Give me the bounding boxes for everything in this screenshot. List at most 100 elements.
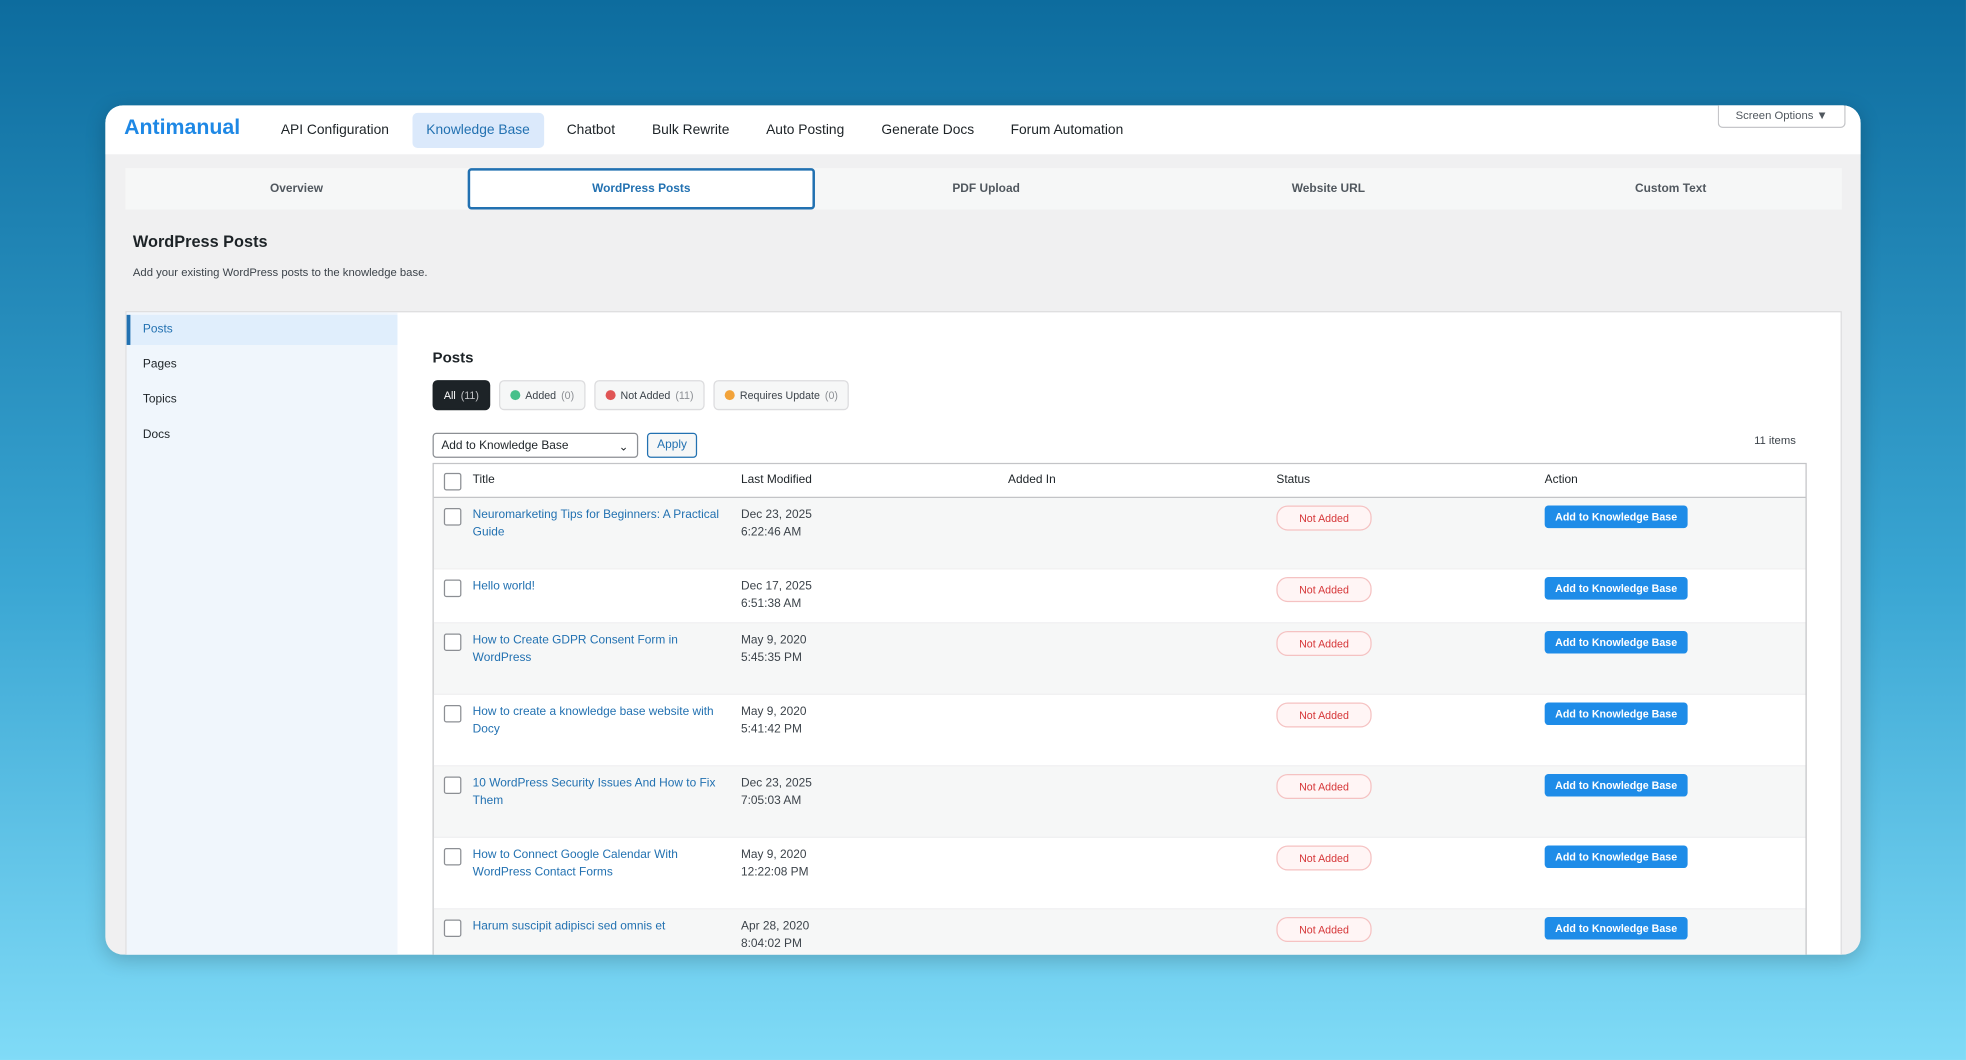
date: May 9, 2020 bbox=[740, 633, 807, 648]
filter[interactable]: All (11) bbox=[432, 380, 491, 411]
nav-item[interactable]: Generate Docs bbox=[881, 122, 975, 138]
tab-bar: Overview WordPress Posts PDF Upload Website… bbox=[125, 168, 1842, 210]
add-button[interactable]: Add to Knowledge Base bbox=[1544, 916, 1688, 940]
checkbox[interactable] bbox=[443, 633, 462, 652]
sidebar-item[interactable]: Posts bbox=[126, 314, 398, 345]
sidebar-item[interactable]: Topics bbox=[142, 392, 177, 407]
screen-options[interactable]: Screen Options ▼ bbox=[1717, 105, 1846, 128]
nav-item[interactable]: Chatbot bbox=[566, 122, 616, 138]
sidebar-item[interactable]: Docs bbox=[142, 427, 171, 442]
tab[interactable]: Overview bbox=[270, 181, 324, 196]
table-row: How to Create GDPR Consent Form in WordP… bbox=[433, 623, 1806, 695]
filter-count: (0) bbox=[824, 388, 838, 402]
filter-count: (0) bbox=[561, 388, 575, 402]
status-badge: Not Added bbox=[1276, 773, 1372, 800]
table-row: Neuromarketing Tips for Beginners: A Pra… bbox=[433, 497, 1806, 570]
date: Dec 23, 2025 bbox=[740, 508, 812, 522]
panel: Posts Pages Topics Docs Posts All (11) Added (… bbox=[125, 311, 1842, 955]
filters: All (11) Added (0) Not Added (11) Requires Upd… bbox=[432, 380, 850, 411]
filter-count: (11) bbox=[675, 388, 694, 402]
post-title[interactable]: Neuromarketing Tips for Beginners: A Pra… bbox=[472, 508, 719, 540]
nav-item[interactable]: API Configuration bbox=[280, 122, 389, 138]
checkbox[interactable] bbox=[443, 776, 462, 795]
tab[interactable]: PDF Upload bbox=[952, 181, 1020, 196]
status-badge: Not Added bbox=[1276, 577, 1372, 603]
post-title[interactable]: How to Create GDPR Consent Form in WordP… bbox=[472, 633, 678, 665]
sidebar: Posts Pages Topics Docs bbox=[126, 312, 398, 955]
last-modified: Dec 23, 2025 7:05:03 AM bbox=[741, 775, 812, 810]
column-header: Last Modified bbox=[740, 472, 812, 487]
tab[interactable]: Custom Text bbox=[1635, 181, 1707, 196]
filter[interactable]: Added (0) bbox=[498, 380, 586, 411]
add-button[interactable]: Add to Knowledge Base bbox=[1544, 845, 1688, 869]
date: May 9, 2020 bbox=[740, 847, 807, 862]
post-title[interactable]: Hello world! bbox=[472, 579, 535, 594]
column-header: Action bbox=[1544, 472, 1578, 487]
status-dot bbox=[724, 390, 735, 401]
post-title[interactable]: How to Connect Google Calendar With Word… bbox=[472, 847, 678, 880]
brand[interactable]: Antimanual bbox=[124, 115, 241, 140]
checkbox[interactable] bbox=[443, 919, 462, 938]
tab[interactable]: WordPress Posts bbox=[467, 168, 815, 210]
last-modified: May 9, 2020 12:22:08 PM bbox=[741, 847, 809, 882]
post-title[interactable]: Harum suscipit adipisci sed omnis et bbox=[472, 919, 666, 934]
time: 6:51:38 AM bbox=[740, 597, 802, 611]
add-button[interactable]: Add to Knowledge Base bbox=[1544, 577, 1688, 600]
time: 8:04:02 PM bbox=[740, 937, 802, 951]
time: 7:05:03 AM bbox=[740, 794, 802, 808]
sidebar-item[interactable]: Pages bbox=[142, 357, 177, 372]
bulk-select[interactable]: Add to Knowledge Base ⌄ bbox=[432, 432, 639, 458]
time: 6:22:46 AM bbox=[740, 525, 802, 540]
column-header: Added In bbox=[1008, 472, 1056, 487]
status-badge: Not Added bbox=[1276, 505, 1372, 531]
checkbox[interactable] bbox=[443, 579, 462, 598]
date: Dec 23, 2025 bbox=[740, 776, 812, 791]
add-button[interactable]: Add to Knowledge Base bbox=[1544, 773, 1688, 797]
status-badge: Not Added bbox=[1276, 845, 1372, 871]
add-button[interactable]: Add to Knowledge Base bbox=[1544, 702, 1688, 726]
posts-table: Title Last Modified Added In Status Action Ne… bbox=[432, 462, 1807, 955]
time: 5:41:42 PM bbox=[740, 722, 802, 737]
nav-item[interactable]: Knowledge Base bbox=[412, 112, 544, 149]
column-header: Status bbox=[1276, 472, 1311, 487]
last-modified: Dec 17, 2025 6:51:38 AM bbox=[741, 578, 812, 613]
filter-label: Not Added bbox=[620, 388, 671, 402]
post-title[interactable]: How to create a knowledge base website w… bbox=[472, 704, 714, 737]
filter-label: Added bbox=[525, 388, 557, 402]
filter[interactable]: Requires Update (0) bbox=[713, 380, 850, 411]
checkbox[interactable] bbox=[443, 704, 462, 723]
add-button[interactable]: Add to Knowledge Base bbox=[1544, 630, 1688, 654]
checkbox[interactable] bbox=[443, 847, 462, 866]
table-row: How to create a knowledge base website w… bbox=[433, 694, 1806, 767]
table-row: 10 WordPress Security Issues And How to … bbox=[433, 766, 1806, 838]
nav-item[interactable]: Bulk Rewrite bbox=[651, 122, 730, 138]
panel-title: Posts bbox=[432, 348, 474, 367]
nav-item[interactable]: Forum Automation bbox=[1010, 122, 1124, 138]
last-modified: May 9, 2020 5:41:42 PM bbox=[741, 704, 807, 739]
filter-label: Requires Update bbox=[739, 388, 820, 402]
time: 5:45:35 PM bbox=[740, 651, 802, 665]
tab[interactable]: Website URL bbox=[1291, 181, 1366, 196]
table-row: Hello world! Dec 17, 2025 6:51:38 AM Not Ad… bbox=[433, 569, 1806, 624]
checkbox[interactable] bbox=[443, 508, 462, 526]
filter-label: All bbox=[443, 388, 456, 402]
nav-item[interactable]: Auto Posting bbox=[766, 122, 845, 138]
date: Apr 28, 2020 bbox=[740, 919, 810, 934]
checkbox[interactable] bbox=[443, 472, 462, 491]
date: May 9, 2020 bbox=[740, 704, 807, 719]
table-row: How to Connect Google Calendar With Word… bbox=[433, 837, 1806, 910]
status-dot bbox=[510, 390, 521, 401]
top-bar: Antimanual Screen Options ▼ API Configur… bbox=[105, 105, 1861, 155]
status-badge: Not Added bbox=[1276, 916, 1372, 943]
last-modified: May 9, 2020 5:45:35 PM bbox=[741, 632, 807, 667]
bulk-action: Add to Knowledge Base bbox=[441, 439, 569, 453]
filter[interactable]: Not Added (11) bbox=[594, 380, 705, 411]
apply-button[interactable]: Apply bbox=[646, 432, 698, 458]
table-header: Title Last Modified Added In Status Action bbox=[433, 464, 1806, 498]
status-dot bbox=[605, 390, 616, 401]
post-title[interactable]: 10 WordPress Security Issues And How to … bbox=[472, 776, 716, 808]
add-button[interactable]: Add to Knowledge Base bbox=[1544, 505, 1688, 529]
date: Dec 17, 2025 bbox=[740, 579, 812, 594]
